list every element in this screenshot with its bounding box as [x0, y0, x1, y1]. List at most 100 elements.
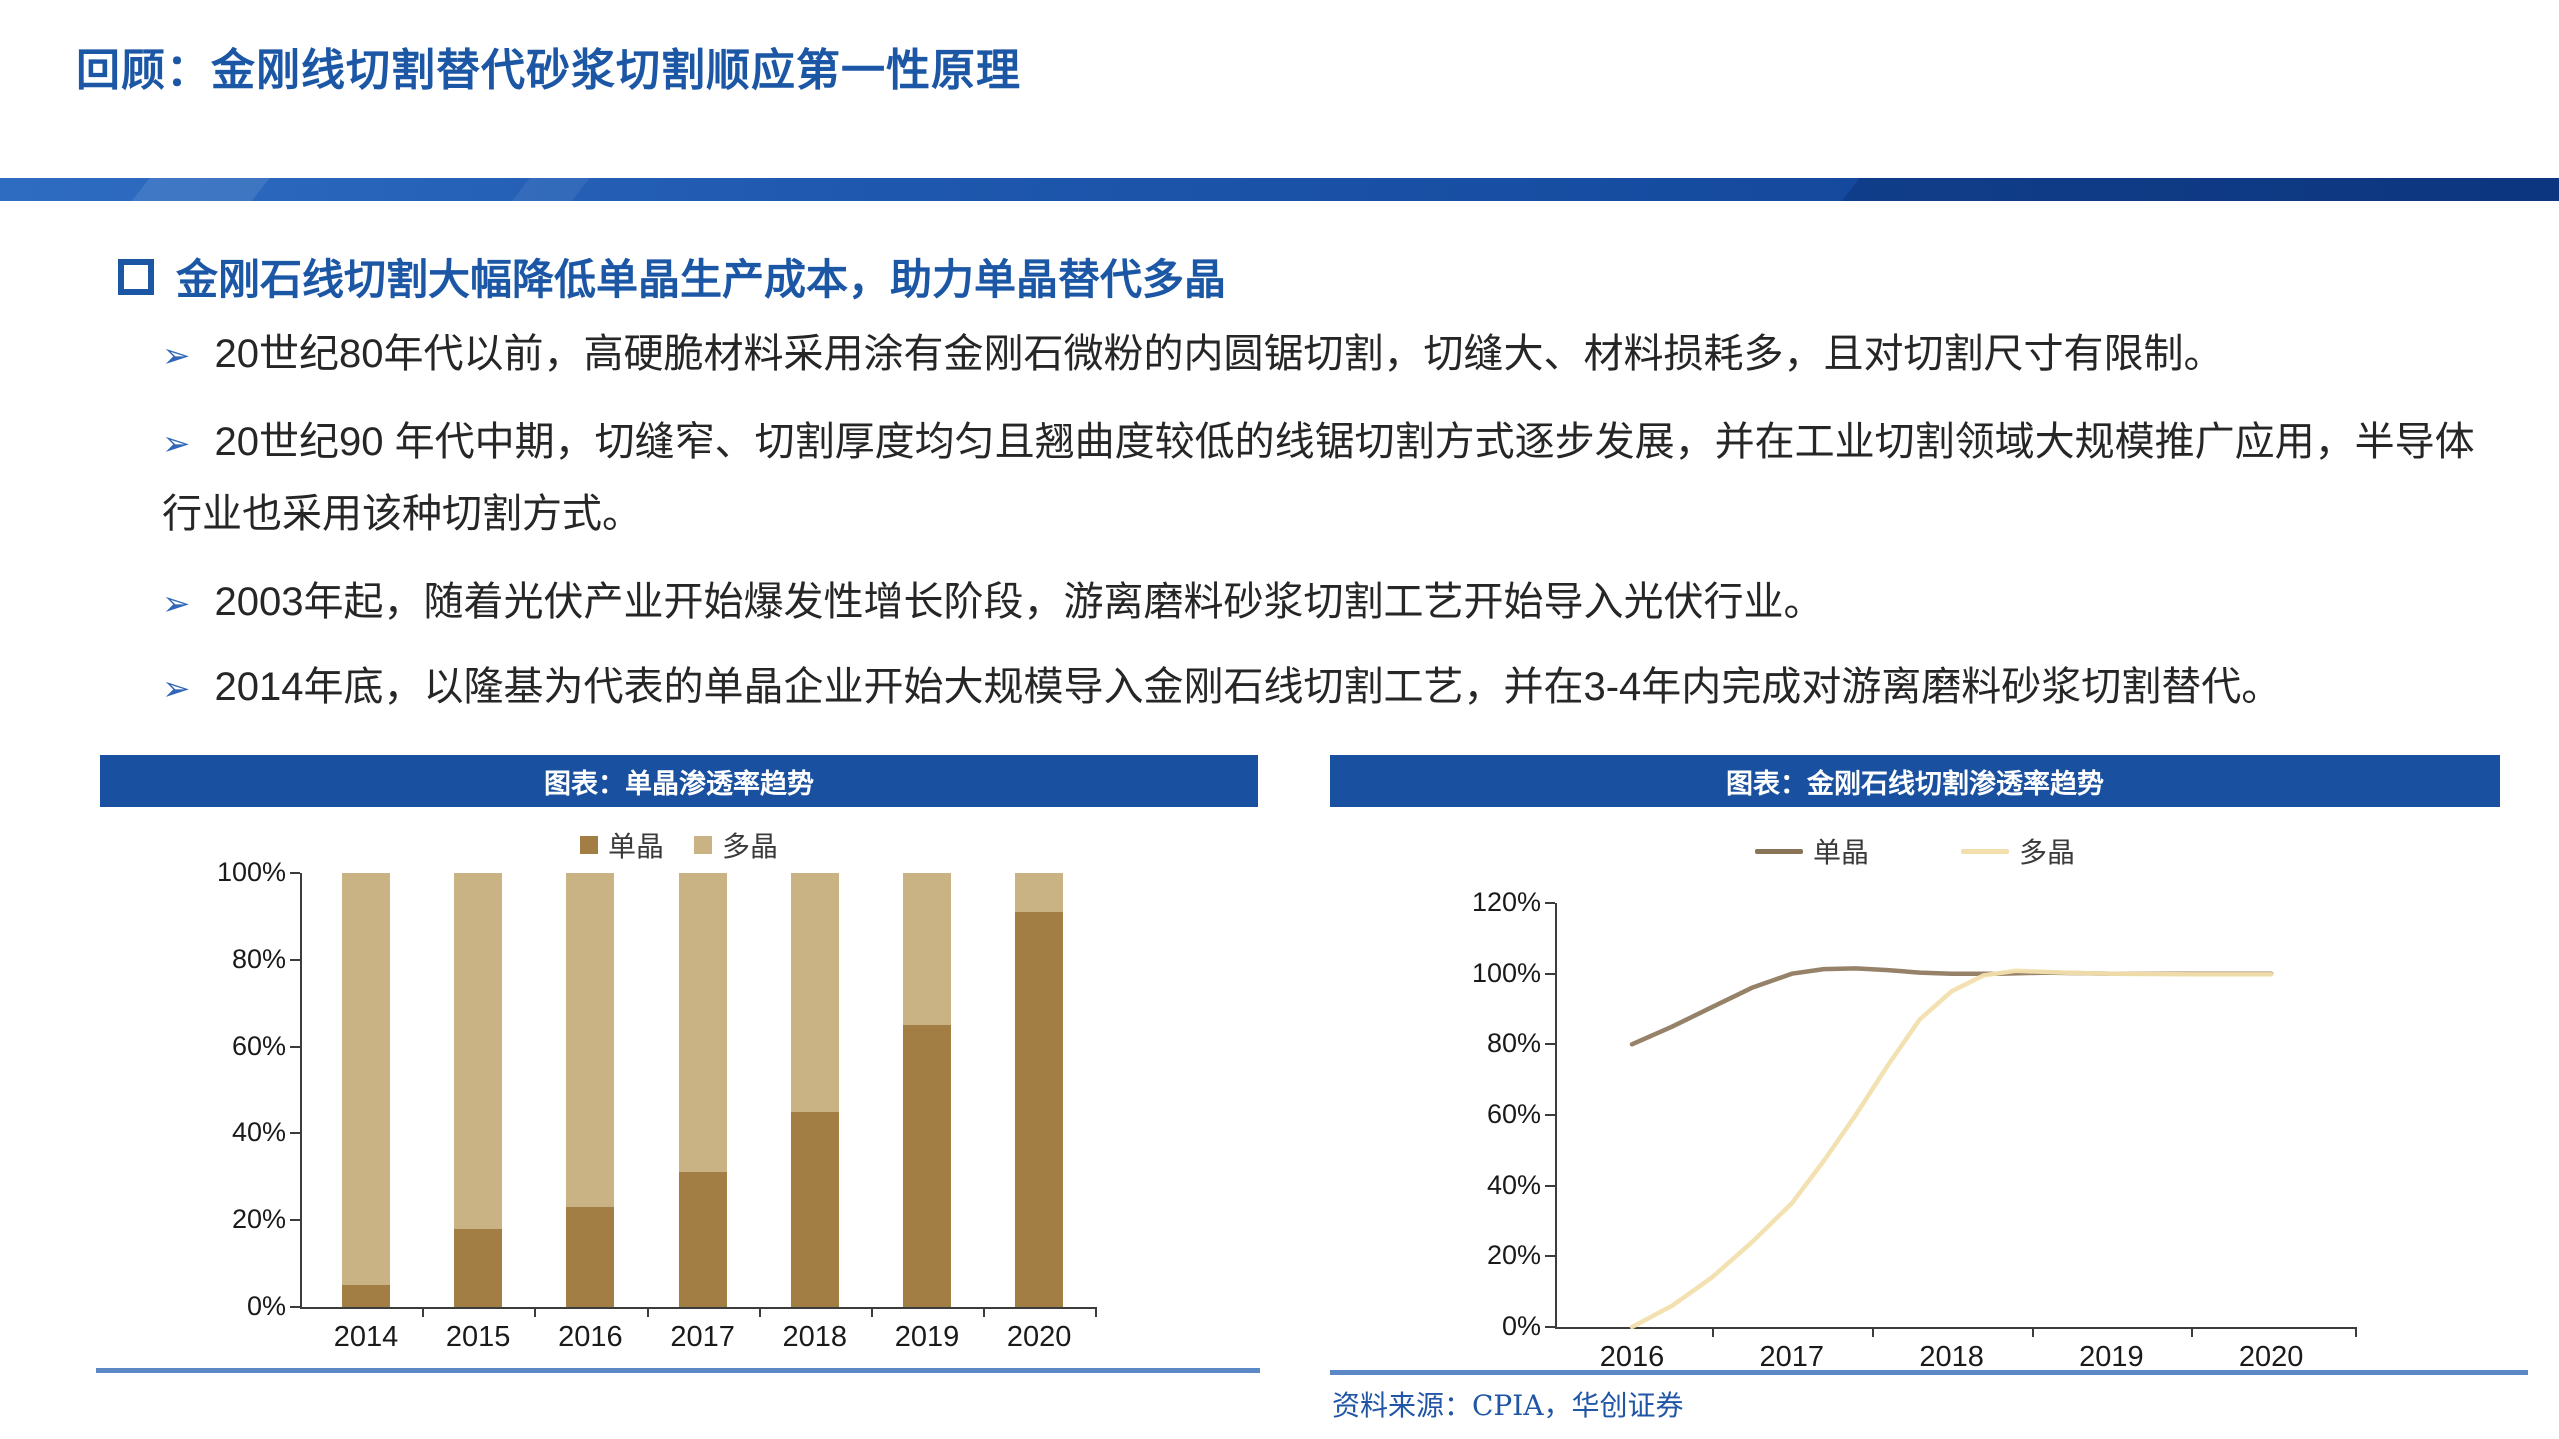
y-tick-mark	[290, 1132, 300, 1135]
bullet-text: 20世纪90 年代中期，切缝窄、切割厚度均匀且翘曲度较低的线锯切割方式逐步发展，…	[162, 420, 2475, 536]
bullet-text: 2003年起，随着光伏产业开始爆发性增长阶段，游离磨料砂浆切割工艺开始导入光伏行…	[214, 580, 1824, 624]
chart-legend: 单晶 多晶	[100, 825, 1258, 865]
y-tick-mark	[1545, 1043, 1555, 1046]
y-tick-mark	[1545, 1114, 1555, 1116]
x-tick-mark	[2191, 1327, 2194, 1337]
chart-title: 图表：金刚石线切割渗透率趋势	[1726, 768, 2104, 800]
chart-legend: 单晶 多晶	[1330, 831, 2500, 871]
bar-segment-mono	[454, 1228, 503, 1307]
bar-segment-mono	[678, 1172, 727, 1307]
legend-label: 单晶	[1812, 836, 1869, 869]
x-tick-mark	[1095, 1307, 1097, 1317]
chart-panel-wire-penetration: 图表：金刚石线切割渗透率趋势 单晶 多晶 0% 20% 40% 60% 80% 100% 1…	[1330, 755, 2500, 1375]
band-highlight-streak	[506, 178, 594, 201]
x-axis-tick-label: 2019	[2079, 1341, 2144, 1373]
x-axis-tick-label: 2018	[1919, 1341, 1984, 1373]
bar-segment-mono	[566, 1207, 615, 1307]
y-tick-mark	[1545, 1255, 1555, 1258]
x-axis-tick-label: 2020	[1006, 1321, 1072, 1353]
bar-segment-poly	[678, 873, 727, 1173]
bullet-item: ➢ 20世纪80年代以前，高硬脆材料采用涂有金刚石微粉的内圆锯切割，切缝大、材料损…	[162, 319, 2492, 391]
source-note: 资料来源：CPIA，华创证券	[1332, 1389, 1684, 1422]
x-tick-mark	[422, 1307, 425, 1317]
bar-segment-mono	[1015, 912, 1064, 1307]
title-divider-band	[0, 178, 2559, 201]
y-axis-tick-label: 60%	[231, 1030, 286, 1061]
legend-item-mono: 单晶	[579, 825, 664, 865]
x-tick-mark	[534, 1307, 537, 1317]
bullet-text: 20世纪80年代以前，高硬脆材料采用涂有金刚石微粉的内圆锯切割，切缝大、材料损耗…	[214, 332, 2224, 376]
y-axis-tick-label: 120%	[1471, 887, 1541, 917]
arrow-bullet-icon: ➢	[162, 669, 191, 709]
bullet-text: 2014年底，以隆基为代表的单晶企业开始大规模导入金刚石线切割工艺，并在3-4年…	[214, 665, 2282, 709]
line-series-poly	[1629, 968, 2274, 1330]
x-axis-tick-label: 2020	[2238, 1341, 2304, 1373]
bar-segment-mono	[790, 1111, 839, 1307]
chart-underline	[1330, 1370, 2528, 1375]
y-axis-tick-label: 40%	[231, 1117, 286, 1148]
y-tick-mark	[290, 872, 300, 874]
legend-label: 多晶	[722, 830, 779, 863]
x-axis-tick-label: 2018	[782, 1321, 848, 1353]
y-tick-mark	[1545, 1184, 1555, 1187]
legend-swatch-poly	[694, 836, 712, 854]
y-tick-mark	[1545, 972, 1555, 975]
square-bullet-icon	[118, 258, 154, 295]
y-axis-tick-label: 60%	[1486, 1099, 1541, 1129]
chart-underline	[96, 1368, 1260, 1373]
line-chart-svg	[1629, 966, 2274, 1330]
x-tick-mark	[2355, 1327, 2357, 1337]
legend-item-poly: 多晶	[1961, 831, 2075, 871]
section-heading-row: 金刚石线切割大幅降低单晶生产成本，助力单晶替代多晶	[118, 246, 1226, 307]
bullet-item: ➢ 20世纪90 年代中期，切缝窄、切割厚度均匀且翘曲度较低的线锯切割方式逐步发展…	[162, 407, 2492, 549]
y-tick-mark	[290, 1045, 300, 1048]
chart-panel-mono-penetration: 图表：单晶渗透率趋势 单晶 多晶 0% 20% 40% 60% 80% 100% 2014 2…	[100, 755, 1258, 1375]
x-tick-mark	[2031, 1327, 2034, 1337]
x-tick-mark	[758, 1307, 761, 1317]
band-shadow-streak	[1836, 178, 2559, 201]
x-axis-tick-label: 2016	[1599, 1341, 1665, 1373]
legend-label: 多晶	[2019, 836, 2076, 869]
chart-title: 图表：单晶渗透率趋势	[544, 768, 814, 800]
y-axis-tick-label: 80%	[231, 943, 286, 974]
y-axis-tick-label: 20%	[231, 1204, 286, 1235]
y-axis-tick-label: 0%	[1501, 1311, 1541, 1341]
x-tick-mark	[1871, 1327, 1874, 1337]
bar-chart-plot-area: 0% 20% 40% 60% 80% 100% 2014 2015 2016 2017 2018 20…	[217, 857, 1097, 1353]
y-axis-tick-label: 100%	[1471, 957, 1541, 988]
y-axis-tick-label: 80%	[1486, 1028, 1541, 1059]
x-tick-mark	[870, 1307, 873, 1317]
y-axis-tick-label: 100%	[216, 857, 286, 887]
x-axis-tick-label: 2019	[894, 1321, 960, 1353]
legend-swatch-poly	[1961, 848, 2009, 854]
x-tick-mark	[1711, 1327, 1714, 1337]
bar-segment-mono	[903, 1024, 951, 1307]
bar-segment-poly	[566, 873, 615, 1208]
legend-swatch-mono	[579, 836, 598, 854]
bar-segment-poly	[1015, 873, 1064, 913]
bar-segment-poly	[342, 873, 390, 1286]
arrow-bullet-icon: ➢	[162, 584, 191, 624]
section-heading: 金刚石线切割大幅降低单晶生产成本，助力单晶替代多晶	[176, 256, 1227, 303]
legend-swatch-mono	[1754, 848, 1803, 854]
x-tick-mark	[646, 1307, 649, 1317]
bar-segment-poly	[790, 873, 839, 1112]
band-highlight-streak	[126, 178, 274, 201]
x-tick-mark	[983, 1307, 986, 1317]
y-axis-tick-label: 0%	[246, 1291, 286, 1321]
bullet-item: ➢ 2014年底，以隆基为代表的单晶企业开始大规模导入金刚石线切割工艺，并在3-4…	[162, 652, 2492, 724]
arrow-bullet-icon: ➢	[162, 336, 191, 376]
legend-item-mono: 单晶	[1754, 831, 1869, 871]
bar-segment-poly	[454, 873, 503, 1229]
y-axis-tick-label: 40%	[1486, 1169, 1541, 1200]
x-axis-tick-label: 2015	[445, 1321, 511, 1353]
y-axis-tick-label: 20%	[1486, 1240, 1541, 1271]
legend-label: 单晶	[607, 830, 664, 863]
y-tick-mark	[290, 958, 300, 961]
chart-title-bar: 图表：单晶渗透率趋势	[100, 755, 1258, 807]
page-title: 回顾：金刚线切割替代砂浆切割顺应第一性原理	[76, 46, 1021, 95]
bullet-item: ➢ 2003年起，随着光伏产业开始爆发性增长阶段，游离磨料砂浆切割工艺开始导入光伏…	[162, 567, 2492, 639]
chart-title-bar: 图表：金刚石线切割渗透率趋势	[1330, 755, 2500, 807]
y-tick-mark	[1545, 1326, 1555, 1328]
x-axis-tick-label: 2017	[1759, 1341, 1825, 1373]
